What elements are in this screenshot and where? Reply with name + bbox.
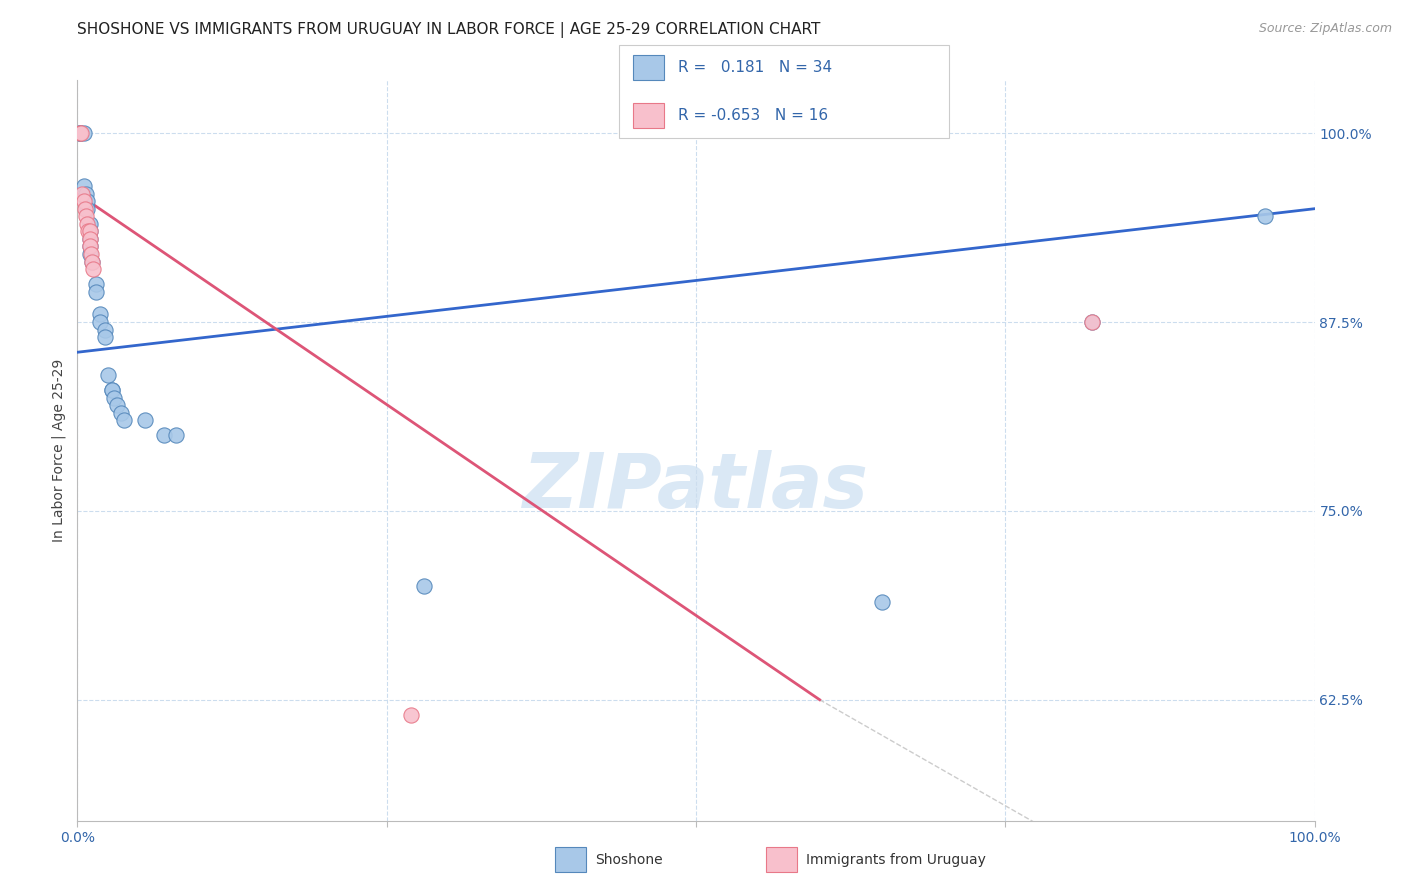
- Point: [112, 413, 135, 427]
- Point: [1254, 209, 1277, 223]
- Text: R = -0.653   N = 16: R = -0.653 N = 16: [678, 108, 828, 122]
- Point: [412, 579, 434, 593]
- Y-axis label: In Labor Force | Age 25-29: In Labor Force | Age 25-29: [52, 359, 66, 542]
- Point: [72, 186, 94, 201]
- Text: R =   0.181   N = 34: R = 0.181 N = 34: [678, 61, 832, 75]
- Point: [84, 285, 107, 299]
- Point: [69, 126, 91, 140]
- Point: [110, 406, 132, 420]
- Point: [93, 322, 115, 336]
- Point: [75, 209, 97, 223]
- Point: [80, 247, 103, 261]
- Point: [73, 202, 96, 216]
- Point: [79, 232, 101, 246]
- Text: Shoshone: Shoshone: [595, 853, 662, 867]
- Point: [79, 217, 101, 231]
- Point: [76, 202, 98, 216]
- Point: [79, 224, 101, 238]
- Point: [70, 126, 93, 140]
- Point: [69, 126, 91, 140]
- Point: [72, 194, 94, 209]
- Text: Immigrants from Uruguay: Immigrants from Uruguay: [806, 853, 986, 867]
- Point: [165, 428, 187, 442]
- Point: [79, 239, 101, 253]
- Point: [82, 254, 104, 268]
- Point: [72, 179, 94, 194]
- Point: [84, 277, 107, 292]
- Text: Source: ZipAtlas.com: Source: ZipAtlas.com: [1258, 22, 1392, 36]
- Point: [79, 224, 101, 238]
- Point: [101, 383, 124, 397]
- Point: [76, 194, 98, 209]
- Point: [1081, 315, 1104, 329]
- Point: [870, 594, 893, 608]
- Point: [97, 368, 120, 382]
- Text: SHOSHONE VS IMMIGRANTS FROM URUGUAY IN LABOR FORCE | AGE 25-29 CORRELATION CHART: SHOSHONE VS IMMIGRANTS FROM URUGUAY IN L…: [77, 22, 821, 38]
- Point: [101, 383, 124, 397]
- Point: [93, 330, 115, 344]
- Point: [89, 308, 111, 322]
- Point: [72, 126, 94, 140]
- Point: [401, 707, 423, 722]
- Point: [76, 217, 98, 231]
- Point: [77, 224, 100, 238]
- Point: [1081, 315, 1104, 329]
- Point: [79, 239, 101, 253]
- Text: ZIPatlas: ZIPatlas: [523, 450, 869, 524]
- Point: [89, 315, 111, 329]
- Point: [75, 186, 97, 201]
- Point: [79, 232, 101, 246]
- Point: [69, 126, 91, 140]
- Point: [69, 126, 91, 140]
- Point: [153, 428, 176, 442]
- Point: [82, 254, 104, 268]
- Point: [79, 247, 101, 261]
- Point: [134, 413, 156, 427]
- Point: [105, 398, 128, 412]
- Point: [103, 391, 125, 405]
- Point: [82, 262, 104, 277]
